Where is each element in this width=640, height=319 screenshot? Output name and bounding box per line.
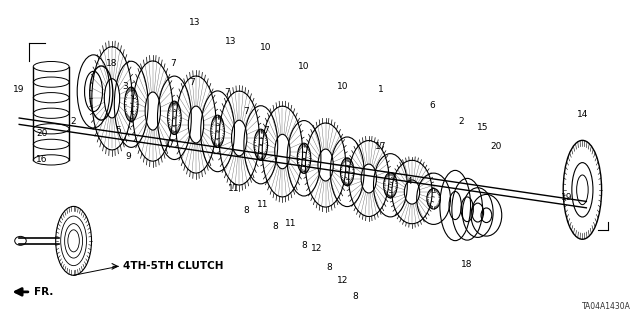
Text: 6: 6 (429, 101, 435, 110)
Text: 8: 8 (244, 206, 249, 215)
Text: 11: 11 (228, 184, 239, 193)
Text: 8: 8 (301, 241, 307, 250)
Text: 7: 7 (189, 78, 195, 87)
Text: 19: 19 (561, 193, 572, 202)
Text: 2: 2 (71, 117, 76, 126)
Text: 9: 9 (125, 152, 131, 161)
Text: 7: 7 (225, 88, 230, 97)
Text: 16: 16 (36, 155, 47, 164)
Text: 7: 7 (170, 59, 175, 68)
Text: 3: 3 (122, 82, 127, 91)
Text: 19: 19 (13, 85, 25, 94)
Text: 13: 13 (225, 37, 236, 46)
Text: 8: 8 (353, 292, 358, 301)
Text: 18: 18 (461, 260, 473, 269)
Text: 13: 13 (189, 18, 201, 27)
Text: 2: 2 (458, 117, 463, 126)
Text: 7: 7 (263, 126, 268, 135)
Text: 1: 1 (378, 85, 383, 94)
Text: TA04A1430A: TA04A1430A (582, 302, 630, 311)
Text: 8: 8 (273, 222, 278, 231)
Text: 4TH-5TH CLUTCH: 4TH-5TH CLUTCH (123, 261, 223, 271)
Text: 17: 17 (164, 139, 175, 148)
Text: 18: 18 (106, 59, 118, 68)
Text: 17: 17 (375, 142, 387, 151)
Text: 7: 7 (244, 107, 249, 116)
Text: 10: 10 (298, 63, 310, 71)
Text: 4: 4 (407, 177, 412, 186)
Text: 12: 12 (311, 244, 323, 253)
Text: 10: 10 (337, 82, 348, 91)
Text: 12: 12 (337, 276, 348, 285)
Text: 15: 15 (477, 123, 489, 132)
Text: 20: 20 (490, 142, 502, 151)
Text: 20: 20 (36, 130, 47, 138)
Text: 5: 5 (116, 126, 121, 135)
Text: 10: 10 (260, 43, 271, 52)
Text: 11: 11 (257, 200, 268, 209)
Text: FR.: FR. (34, 287, 53, 297)
Text: 14: 14 (577, 110, 588, 119)
Text: 11: 11 (285, 219, 297, 228)
Text: 8: 8 (327, 263, 332, 272)
